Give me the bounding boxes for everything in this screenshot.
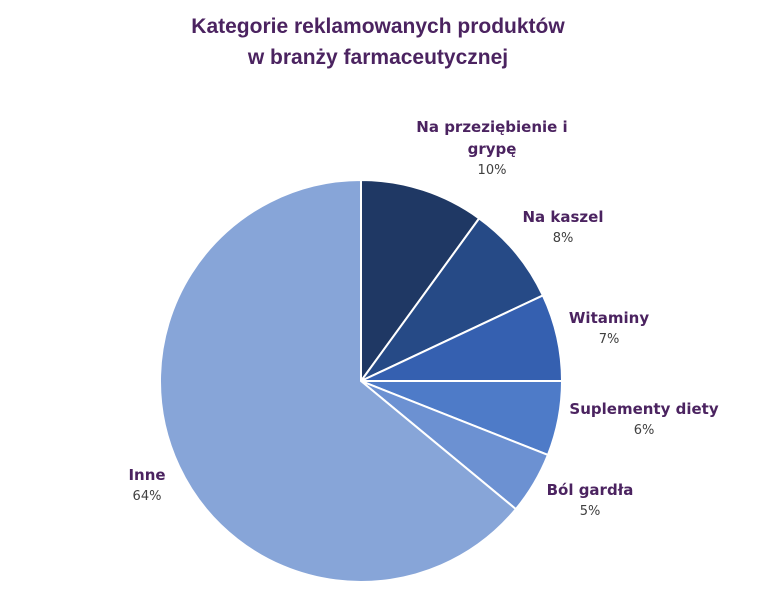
slice-label-na-kaszel: Na kaszel 8%: [523, 208, 604, 246]
percent-label: 7%: [599, 332, 620, 347]
category-label: Na kaszel: [523, 208, 604, 226]
pie-slice-inne: [158, 178, 518, 583]
percent-label: 5%: [580, 504, 601, 519]
pie-slice-na-przeziebienie-i-grype: [360, 178, 481, 385]
slice-label-inne: Inne 64%: [128, 466, 165, 504]
slice-label-suplementy-diety: Suplementy diety 6%: [569, 400, 718, 438]
category-label: grypę: [468, 140, 517, 158]
slice-label-bol-gardla: Ból gardła 5%: [547, 481, 634, 519]
category-label: Suplementy diety: [569, 400, 718, 418]
percent-label: 10%: [478, 163, 507, 178]
pie-labels: Na przeziębienie i grypę 10% Na kaszel 8% Wit…: [128, 118, 718, 519]
pie-slices: [158, 178, 564, 583]
category-label: Ból gardła: [547, 481, 634, 499]
category-label: Na przeziębienie i: [416, 118, 567, 136]
slice-label-witaminy: Witaminy 7%: [569, 309, 649, 347]
category-label: Inne: [128, 466, 165, 484]
percent-label: 8%: [553, 231, 574, 246]
percent-label: 6%: [634, 423, 655, 438]
slice-label-na-przeziebienie-i-grype: Na przeziębienie i grypę 10%: [416, 118, 567, 178]
pie-slice-na-kaszel: [360, 216, 545, 382]
chart-title-line-1: Kategorie reklamowanych produktów: [191, 15, 565, 38]
chart-title-line-2: w branży farmaceutycznej: [247, 46, 508, 69]
percent-label: 64%: [133, 489, 162, 504]
chart-title: Kategorie reklamowanych produktów w bran…: [191, 15, 565, 69]
category-label: Witaminy: [569, 309, 649, 327]
